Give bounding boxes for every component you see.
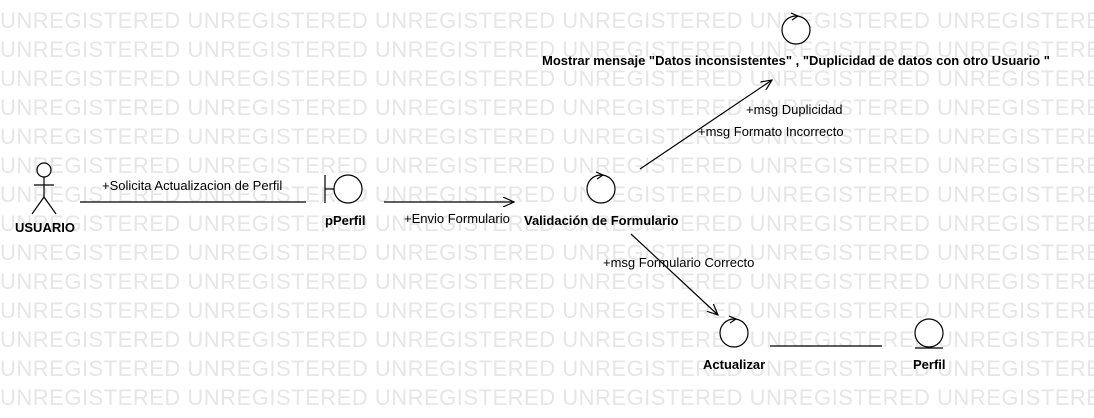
watermark-text-row: UNREGISTERED UNREGISTERED UNREGISTERED U… xyxy=(0,124,1094,149)
watermark-text-row: UNREGISTERED UNREGISTERED UNREGISTERED U… xyxy=(0,327,1094,352)
message-solicita-actualizacion: +Solicita Actualizacion de Perfil xyxy=(102,178,283,193)
message-msg-duplicidad: +msg Duplicidad xyxy=(746,102,843,117)
control-name-validacion: Validación de Formulario xyxy=(524,213,679,228)
entity-icon[interactable] xyxy=(914,318,944,349)
watermark-text-row: UNREGISTERED UNREGISTERED UNREGISTERED U… xyxy=(0,298,1094,323)
actor-name-usuario: USUARIO xyxy=(15,220,75,235)
watermark-text-row: UNREGISTERED UNREGISTERED UNREGISTERED U… xyxy=(0,211,1094,236)
entity-name-perfil: Perfil xyxy=(913,357,946,372)
control-name-actualizar: Actualizar xyxy=(703,357,766,372)
watermark-text-row: UNREGISTERED UNREGISTERED UNREGISTERED U… xyxy=(0,182,1094,207)
message-msg-formato-incorrecto: +msg Formato Incorrecto xyxy=(698,124,844,139)
watermark-text-row: UNREGISTERED UNREGISTERED UNREGISTERED U… xyxy=(0,153,1094,178)
watermark-text-row: UNREGISTERED UNREGISTERED UNREGISTERED U… xyxy=(0,385,1094,410)
watermark-text-row: UNREGISTERED UNREGISTERED UNREGISTERED U… xyxy=(0,269,1094,294)
boundary-icon[interactable] xyxy=(324,174,363,204)
control-icon[interactable] xyxy=(719,315,749,348)
watermark-text-row: UNREGISTERED UNREGISTERED UNREGISTERED U… xyxy=(0,66,1094,91)
control-icon[interactable] xyxy=(586,171,616,204)
link-validacion-mostrar[interactable] xyxy=(639,80,772,170)
boundary-name-pperfil: pPerfil xyxy=(325,213,366,228)
message-envio-formulario: +Envio Formulario xyxy=(404,211,510,226)
watermark-text-row: UNREGISTERED UNREGISTERED UNREGISTERED U… xyxy=(0,240,1094,265)
watermark-text-row: UNREGISTERED UNREGISTERED UNREGISTERED U… xyxy=(0,37,1094,62)
link-validacion-actualizar[interactable] xyxy=(630,233,718,315)
control-name-mostrar-mensaje: Mostrar mensaje "Datos inconsistentes" ,… xyxy=(542,53,1050,68)
actor-stick-figure-icon[interactable] xyxy=(31,162,57,215)
watermark-text-row: UNREGISTERED UNREGISTERED UNREGISTERED U… xyxy=(0,95,1094,120)
watermark-text-row: UNREGISTERED UNREGISTERED UNREGISTERED U… xyxy=(0,8,1094,33)
watermark-text-row: UNREGISTERED UNREGISTERED UNREGISTERED U… xyxy=(0,356,1094,381)
message-msg-formulario-correcto: +msg Formulario Correcto xyxy=(603,255,755,270)
control-icon[interactable] xyxy=(781,12,811,45)
